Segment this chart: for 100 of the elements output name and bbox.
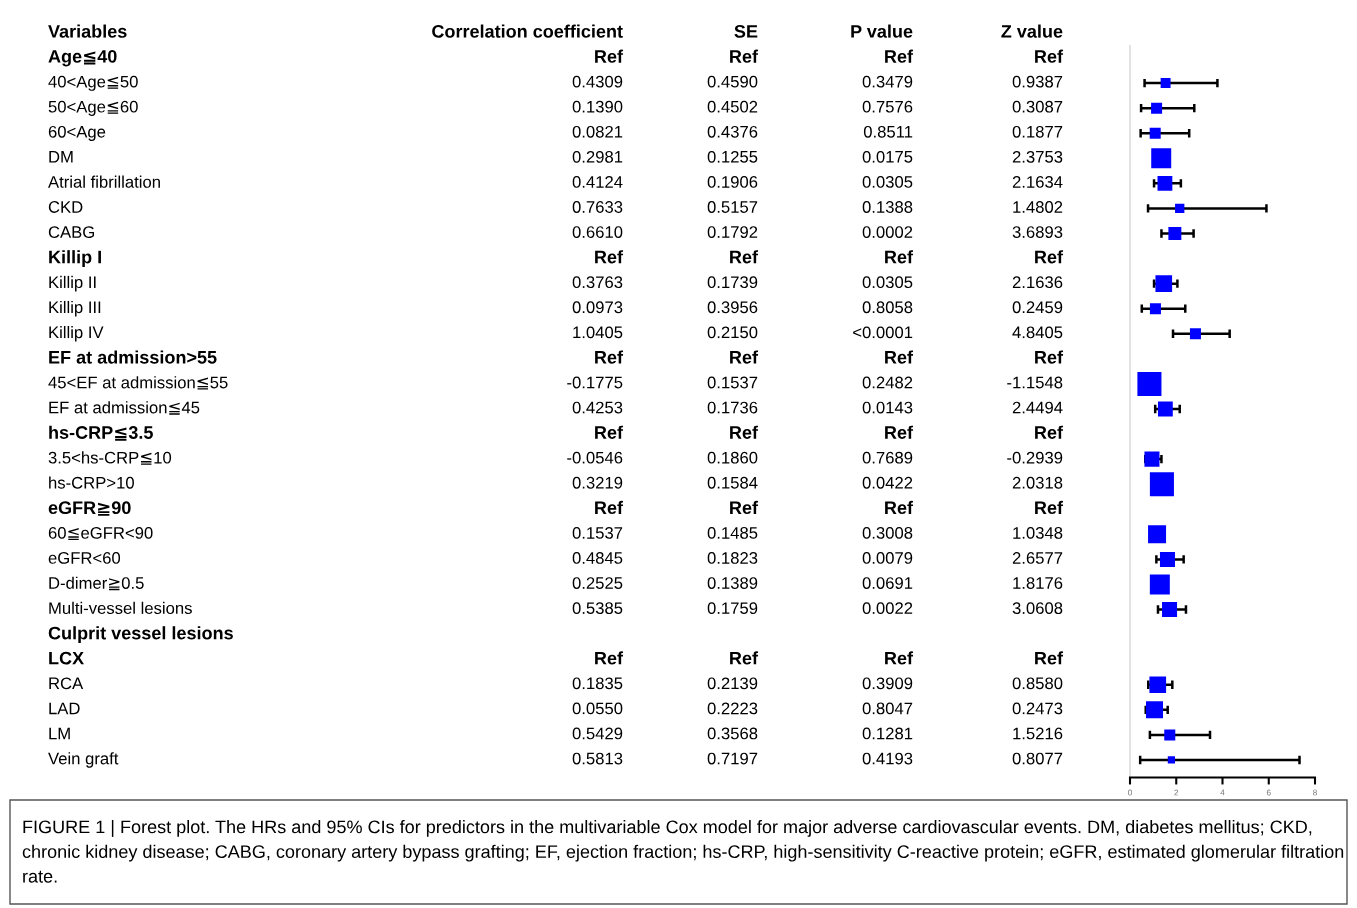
- data-label: 0.4376: [707, 125, 758, 138]
- data-label: Ref: [1035, 651, 1064, 665]
- data-label: 0.1792: [707, 226, 758, 238]
- data-label: 0.9387: [1012, 75, 1063, 88]
- data-label: 1.0405: [573, 326, 623, 339]
- data-label: 0.2473: [1012, 702, 1063, 715]
- data-label: <0.0001: [853, 326, 913, 339]
- data-label: Ref: [595, 49, 624, 63]
- category-label: 3.5<hs-CRP≦10: [48, 451, 172, 465]
- data-label: 0.8511: [863, 125, 913, 138]
- category-label: LM: [49, 727, 70, 740]
- data-label: 0.3219: [572, 476, 623, 489]
- text: Correlation coefficient: [432, 24, 623, 38]
- category-label: hs-CRP≦3.5: [49, 425, 153, 441]
- x-tick-label: 2: [1174, 789, 1179, 796]
- data-label: Ref: [595, 350, 624, 364]
- data-label: Ref: [595, 651, 624, 665]
- data-label: 4.8405: [1012, 326, 1063, 339]
- data-label: 0.2459: [1012, 301, 1063, 314]
- data-label: 0.0422: [862, 476, 913, 489]
- data-label: 0.1584: [707, 476, 758, 489]
- data-label: 0.1389: [707, 577, 758, 589]
- data-label: 0.4193: [862, 752, 913, 765]
- data-label: 0.1877: [1012, 125, 1063, 138]
- data-label: 0.3568: [707, 727, 758, 740]
- data-label: 0.1281: [862, 727, 913, 740]
- x-tick-label: 8: [1313, 789, 1317, 796]
- data-label: 1.8176: [1013, 577, 1063, 589]
- data-label: 0.3956: [707, 301, 758, 314]
- data-label: 2.0318: [1012, 476, 1063, 489]
- text: SE: [734, 24, 758, 38]
- category-label: Vein graft: [48, 752, 119, 768]
- category-label: 45<EF at admission≦55: [48, 376, 228, 390]
- category-label: Multi-vessel lesions: [49, 601, 192, 615]
- data-label: Ref: [730, 49, 759, 63]
- data-label: 1.0348: [1013, 527, 1063, 539]
- data-label: 0.1537: [707, 376, 758, 389]
- category-label: LAD: [49, 702, 80, 715]
- data-label: 0.2150: [707, 326, 758, 339]
- data-label: 0.0143: [862, 401, 913, 414]
- data-label: -0.2939: [1007, 451, 1063, 464]
- category-label: Culprit vessel lesions: [48, 626, 233, 644]
- data-label: 0.0550: [572, 702, 623, 715]
- data-label: 0.8047: [862, 702, 913, 715]
- data-label: 1.4802: [1013, 201, 1063, 213]
- category-label: Age≦40: [48, 49, 117, 67]
- data-label: 0.1736: [707, 401, 758, 414]
- data-label: Ref: [730, 651, 759, 665]
- text: Z value: [1001, 24, 1063, 38]
- data-label: Ref: [730, 250, 759, 264]
- data-label: 0.1860: [707, 451, 758, 464]
- category-label: eGFR≧90: [48, 501, 131, 516]
- category-label: CKD: [48, 201, 83, 213]
- category-label: D-dimer≧0.5: [49, 576, 144, 591]
- data-label: 0.1906: [707, 176, 758, 188]
- category-label: RCA: [49, 677, 84, 690]
- data-label: 0.8077: [1012, 752, 1063, 765]
- data-label: 0.3479: [862, 75, 913, 88]
- data-label: 2.3753: [1012, 150, 1063, 163]
- data-label: 0.5157: [707, 201, 758, 213]
- data-label: Ref: [730, 500, 759, 515]
- category-label: LCX: [49, 651, 84, 665]
- category-label: Killip II: [49, 275, 96, 292]
- data-label: 0.2139: [707, 677, 758, 690]
- data-label: 0.5429: [572, 727, 623, 740]
- data-label: 0.5813: [572, 752, 623, 765]
- data-label: 0.3763: [572, 276, 623, 289]
- data-label: 0.0821: [572, 125, 623, 138]
- data-label: 1.5216: [1013, 727, 1063, 740]
- data-label: Ref: [885, 49, 914, 63]
- data-label: Ref: [595, 425, 624, 439]
- data-label: 0.1759: [707, 602, 758, 615]
- data-label: 0.7197: [707, 752, 758, 765]
- data-label: 0.1739: [707, 276, 758, 289]
- data-label: 0.1835: [572, 677, 623, 690]
- data-label: 0.1255: [707, 150, 758, 163]
- data-label: 2.1636: [1012, 276, 1063, 289]
- x-tick-label: 0: [1128, 789, 1132, 796]
- data-label: 0.0175: [862, 150, 913, 163]
- data-label: -0.1775: [567, 376, 623, 389]
- text: Variables: [48, 24, 127, 38]
- data-label: 0.3087: [1012, 100, 1063, 113]
- data-label: 0.7633: [572, 201, 623, 213]
- category-label: Killip I: [49, 250, 101, 267]
- data-label: Ref: [885, 350, 914, 364]
- data-label: 0.1823: [707, 552, 758, 564]
- data-label: 0.0305: [862, 176, 913, 188]
- data-label: 0.2981: [572, 150, 623, 163]
- category-label: hs-CRP>10: [49, 476, 134, 489]
- data-label: 0.1390: [572, 100, 623, 113]
- category-label: CABG: [48, 226, 94, 238]
- data-label: Ref: [1035, 425, 1064, 439]
- caption: FIGURE 1 | Forest plot. The HRs and 95% CIs for predictors in the multivariable Cox model for major adverse cardiovascular events. DM, diabetes mellitus; CKD, chronic kidney disease; CABG, coronary artery bypass grafting; EF, ejection fraction; hs-CRP, high-sensitivity C-reactive protein; eGFR, estimated glomerular filtration rate.: [22, 820, 1344, 883]
- data-label: 0.2525: [572, 577, 623, 589]
- data-label: 0.3909: [862, 677, 913, 690]
- data-label: 0.2223: [707, 702, 758, 715]
- data-label: 0.1485: [707, 527, 758, 539]
- category-label: 60≦eGFR<90: [48, 527, 153, 541]
- text: P value: [851, 24, 913, 38]
- data-label: 2.1634: [1012, 176, 1063, 188]
